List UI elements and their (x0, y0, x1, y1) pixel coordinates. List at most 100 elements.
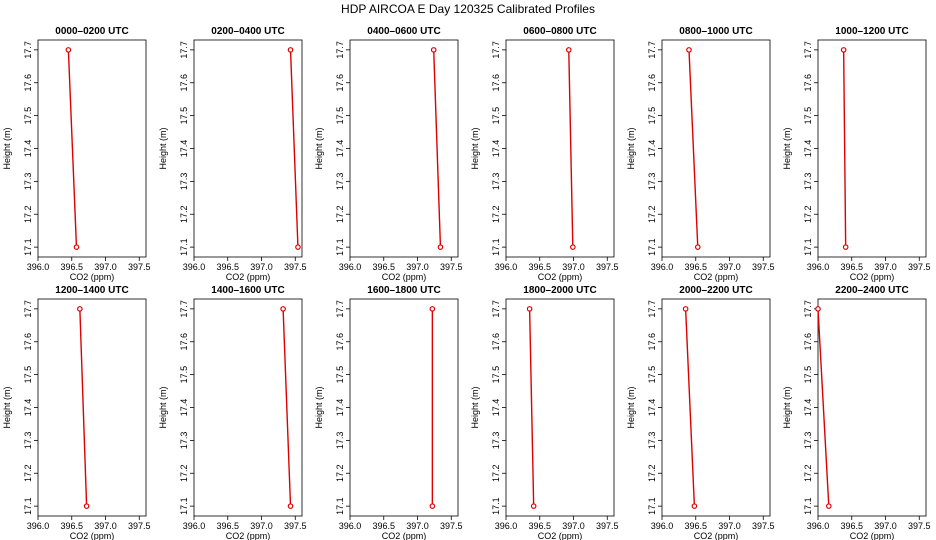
panel-title: 1800–2000 UTC (523, 285, 596, 296)
chart-panel-3: 0400–0600 UTC 396.0 396.5 397.0 397.5 17.1 17.… (314, 26, 463, 282)
chart-panel-7: 1200–1400 UTC 396.0 396.5 397.0 397.5 17.1 17.… (2, 285, 151, 540)
y-tick-label: 17.7 (647, 300, 657, 318)
data-point (682, 306, 689, 312)
plot-frame (37, 39, 147, 258)
y-tick-label: 17.4 (23, 140, 33, 158)
x-tick-label: 397.0 (94, 262, 117, 272)
x-tick-label: 396.5 (840, 262, 863, 272)
data-point (530, 503, 537, 509)
x-tick-label: 397.5 (596, 262, 619, 272)
y-tick-label: 17.3 (335, 432, 345, 450)
y-tick-label: 17.6 (803, 333, 813, 351)
y-tick-label: 17.7 (23, 300, 33, 318)
x-tick-label: 397.0 (250, 262, 273, 272)
y-tick-label: 17.6 (23, 333, 33, 351)
x-tick-label: 396.0 (495, 262, 518, 272)
y-tick-label: 17.5 (803, 366, 813, 384)
y-tick-label: 17.5 (23, 366, 33, 384)
x-axis-label: CO2 (ppm) (694, 272, 739, 282)
chart-panel-10: 1800–2000 UTC 396.0 396.5 397.0 397.5 17.1 17.… (470, 285, 619, 540)
x-tick-label: 396.5 (216, 521, 239, 531)
y-tick-label: 17.7 (179, 300, 189, 318)
panel-title: 2200–2400 UTC (835, 285, 908, 296)
y-tick-label: 17.6 (23, 74, 33, 92)
y-tick-label: 17.2 (335, 464, 345, 482)
chart-panel-9: 1600–1800 UTC 396.0 396.5 397.0 397.5 17.1 17.… (314, 285, 463, 540)
panel-title: 1000–1200 UTC (835, 26, 908, 37)
x-axis-label: CO2 (ppm) (850, 531, 895, 540)
y-tick-label: 17.5 (179, 107, 189, 125)
x-axis-label: CO2 (ppm) (226, 272, 271, 282)
profile-line (528, 308, 535, 507)
x-tick-label: 397.5 (440, 521, 463, 531)
data-point (686, 47, 692, 53)
x-tick-label: 397.0 (94, 521, 117, 531)
data-point (691, 503, 698, 509)
x-tick-label: 396.0 (339, 262, 362, 272)
y-tick-label: 17.4 (647, 140, 657, 158)
y-tick-label: 17.1 (179, 238, 189, 256)
y-tick-label: 17.1 (179, 497, 189, 515)
y-tick-label: 17.3 (647, 432, 657, 450)
x-tick-label: 397.0 (718, 262, 741, 272)
y-axis-label: Height (m) (314, 127, 324, 169)
x-tick-label: 396.5 (60, 521, 83, 531)
y-tick-label: 17.2 (179, 464, 189, 482)
y-tick-label: 17.6 (179, 333, 189, 351)
y-axis-label: Height (m) (470, 127, 480, 169)
y-tick-label: 17.3 (179, 173, 189, 191)
x-axis-label: CO2 (ppm) (850, 272, 895, 282)
chart-panel-12: 2200–2400 UTC 396.0 396.5 397.0 397.5 17.1 17.… (782, 285, 931, 540)
x-tick-label: 396.0 (339, 521, 362, 531)
chart-panel-11: 2000–2200 UTC 396.0 396.5 397.0 397.5 17.1 17.… (626, 285, 775, 540)
x-tick-label: 397.0 (406, 262, 429, 272)
profile-line (817, 308, 830, 507)
y-tick-label: 17.6 (179, 74, 189, 92)
chart-panel-2: 0200–0400 UTC 396.0 396.5 397.0 397.5 17.1 17.… (158, 26, 307, 282)
y-tick-label: 17.2 (647, 205, 657, 223)
y-tick-label: 17.5 (491, 366, 501, 384)
x-tick-label: 396.0 (651, 262, 674, 272)
y-tick-label: 17.4 (803, 140, 813, 158)
y-tick-label: 17.1 (803, 238, 813, 256)
x-tick-label: 397.5 (128, 262, 151, 272)
y-tick-label: 17.1 (335, 497, 345, 515)
x-tick-label: 397.0 (562, 521, 585, 531)
x-axis-label: CO2 (ppm) (70, 272, 115, 282)
data-point (842, 244, 849, 250)
y-tick-label: 17.7 (647, 41, 657, 59)
y-tick-label: 17.6 (335, 333, 345, 351)
data-point (526, 306, 533, 312)
y-tick-label: 17.5 (23, 107, 33, 125)
x-tick-label: 397.5 (284, 521, 307, 531)
y-tick-label: 17.7 (491, 300, 501, 318)
x-tick-label: 396.5 (528, 262, 551, 272)
x-tick-label: 396.0 (807, 262, 830, 272)
data-point (694, 244, 701, 250)
y-tick-label: 17.7 (179, 41, 189, 59)
x-tick-label: 397.5 (752, 262, 775, 272)
data-point (280, 306, 286, 312)
panel-title: 0400–0600 UTC (367, 26, 440, 37)
y-tick-label: 17.6 (647, 333, 657, 351)
plot-frame (349, 298, 459, 517)
y-tick-label: 17.7 (23, 41, 33, 59)
chart-panel-1: 0000–0200 UTC 396.0 396.5 397.0 397.5 17.1 17.… (2, 26, 151, 282)
y-axis-label: Height (m) (782, 127, 792, 169)
y-tick-label: 17.2 (179, 205, 189, 223)
plot-frame (817, 39, 927, 258)
data-point (73, 244, 80, 250)
profile-line (67, 49, 78, 248)
x-tick-label: 396.5 (528, 521, 551, 531)
figure-title: HDP AIRCOA E Day 120325 Calibrated Profi… (341, 2, 595, 16)
y-tick-label: 17.7 (803, 300, 813, 318)
y-tick-label: 17.3 (647, 173, 657, 191)
chart-panel-5: 0800–1000 UTC 396.0 396.5 397.0 397.5 17.1 17.… (626, 26, 775, 282)
data-point (815, 306, 821, 312)
data-point (565, 47, 572, 53)
data-point (840, 47, 847, 53)
x-axis-label: CO2 (ppm) (538, 531, 583, 540)
profile-line (289, 49, 299, 248)
y-tick-label: 17.2 (23, 205, 33, 223)
data-point (429, 503, 436, 509)
